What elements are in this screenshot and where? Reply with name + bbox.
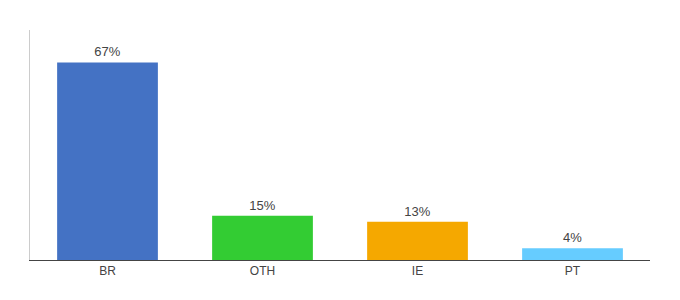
svg-text:13%: 13% — [404, 204, 430, 219]
svg-text:67%: 67% — [94, 44, 120, 59]
svg-text:15%: 15% — [249, 198, 275, 213]
svg-text:4%: 4% — [563, 230, 582, 245]
svg-text:PT: PT — [565, 264, 581, 278]
svg-text:IE: IE — [412, 264, 423, 278]
svg-text:BR: BR — [99, 264, 116, 278]
svg-text:OTH: OTH — [250, 264, 275, 278]
